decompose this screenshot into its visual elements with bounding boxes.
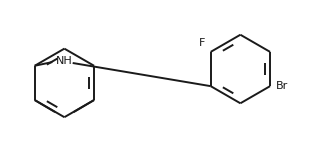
- Text: Br: Br: [276, 81, 288, 91]
- Text: F: F: [199, 38, 205, 48]
- Text: NH: NH: [56, 56, 73, 66]
